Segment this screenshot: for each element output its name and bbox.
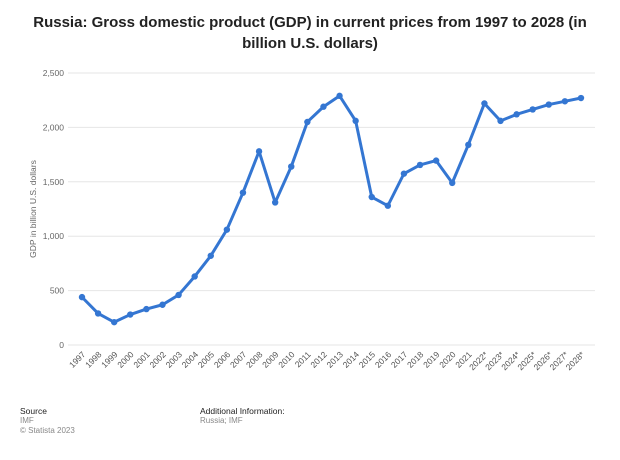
x-tick-label: 2002 [147,349,168,370]
data-point [513,111,520,118]
x-tick-label: 2018 [405,349,426,370]
data-point [368,193,375,201]
series-line [80,94,583,324]
additional-info-line: Russia; IMF [200,416,243,425]
y-tick-label: 1,000 [43,231,65,241]
data-point [336,92,343,100]
additional-info-block: Additional Information: Russia; IMF [200,406,285,426]
data-point [481,100,488,107]
data-point [223,226,231,233]
x-tick-label: 2000 [115,349,136,370]
data-point [143,305,150,313]
source-line-imf: IMF [20,416,34,425]
data-point [94,310,102,317]
x-tick-label: 1999 [99,349,120,370]
x-tick-label: 2006 [212,349,233,370]
additional-info-heading: Additional Information: [200,406,285,416]
x-tick-label: 2001 [131,349,152,370]
y-axis-ticks: 0 500 1,000 1,500 2,000 2,500 [43,68,65,350]
y-axis-label: GDP in billion U.S. dollars [28,160,38,258]
x-tick-label: 2019 [421,349,442,370]
x-tick-label: 2007 [228,349,249,370]
series-group [78,92,585,326]
y-tick-label: 2,000 [43,122,65,132]
data-point [416,161,424,169]
x-tick-label: 2004 [180,349,201,370]
source-heading: Source [20,406,47,416]
data-point [320,103,327,110]
x-tick-label: 2017 [389,349,410,370]
x-tick-label: 2012 [308,349,329,370]
source-block: Source IMF © Statista 2023 [20,406,75,436]
data-point [191,273,198,280]
data-point [175,291,182,299]
data-point [449,179,456,187]
x-tick-label: 2003 [164,349,185,370]
data-point [110,318,118,326]
data-point [239,189,247,196]
data-point [465,141,472,149]
x-tick-label: 2011 [293,349,313,369]
data-point [304,118,311,126]
data-point [497,117,504,125]
data-point [352,117,359,125]
data-point [432,157,440,164]
data-point [577,94,585,102]
x-tick-label: 2013 [325,349,346,370]
chart-title: Russia: Gross domestic product (GDP) in … [33,14,587,52]
data-point [384,202,392,209]
x-tick-label: 2010 [276,349,297,370]
x-tick-label: 1997 [67,349,88,370]
data-point [288,163,295,170]
data-point [78,293,86,301]
data-point [529,106,536,113]
x-axis-ticks: 1997199819992000200120022003200420052006… [67,349,587,372]
y-tick-label: 0 [59,340,64,350]
x-tick-label: 2020 [437,349,458,370]
data-point [207,252,214,259]
data-point [545,101,553,108]
x-tick-label: 2014 [341,349,362,370]
x-tick-label: 2009 [260,349,281,370]
source-line-copyright: © Statista 2023 [20,426,75,435]
y-tick-label: 2,500 [43,68,65,78]
data-point [271,199,279,206]
x-tick-label: 2005 [196,349,217,370]
x-tick-label: 1998 [83,349,104,370]
x-tick-label: 2016 [373,349,394,370]
data-point [561,98,569,105]
data-point [159,301,166,308]
gridlines [68,72,595,346]
data-point [255,148,263,155]
y-tick-label: 1,500 [43,177,65,187]
x-tick-label: 2028* [564,349,587,372]
y-tick-label: 500 [50,286,64,296]
x-tick-label: 2015 [357,349,378,370]
data-point [127,311,134,318]
x-tick-label: 2008 [244,349,265,370]
data-point [400,170,408,177]
